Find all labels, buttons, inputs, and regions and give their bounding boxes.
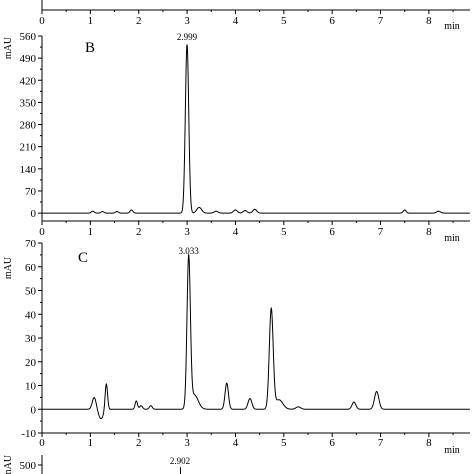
y-axis-label: mAU bbox=[3, 36, 14, 59]
x-unit-label: min bbox=[444, 445, 460, 456]
y-tick-label: 10 bbox=[25, 381, 37, 393]
x-tick-label: 7 bbox=[378, 15, 384, 27]
y-tick-label: 140 bbox=[20, 164, 37, 176]
y-tick-label: 0 bbox=[31, 208, 37, 220]
panel-d: 500 mAU 2.902 bbox=[3, 454, 190, 474]
panel-b: 0 70 140 210 280 350 420 490 560 0 1 2 3 4 5 6 7 8 min mAU B… bbox=[3, 31, 470, 244]
x-tick-label: 6 bbox=[329, 15, 335, 27]
y-tick-label: 40 bbox=[25, 309, 37, 321]
x-tick-label: 3 bbox=[184, 15, 190, 27]
x-tick-label: 4 bbox=[233, 15, 239, 27]
peak-label: 2.999 bbox=[177, 32, 198, 42]
y-tick-label: 30 bbox=[25, 333, 37, 345]
y-axis-label: mAU bbox=[3, 454, 14, 474]
y-tick-label: 560 bbox=[20, 31, 37, 43]
x-tick-label: 1 bbox=[88, 226, 94, 238]
panel-a: 0 1 2 3 4 5 6 7 8 min bbox=[39, 0, 470, 32]
chromatogram-trace bbox=[42, 44, 470, 214]
x-tick-label: 2 bbox=[136, 226, 142, 238]
y-tick-label: 70 bbox=[25, 186, 37, 198]
y-tick-label: 350 bbox=[20, 97, 37, 109]
y-tick-label: -10 bbox=[21, 428, 36, 440]
x-tick-label: 8 bbox=[426, 226, 432, 238]
x-tick-label: 5 bbox=[281, 15, 287, 27]
x-tick-label: 8 bbox=[426, 437, 432, 449]
x-tick-label: 0 bbox=[39, 437, 45, 449]
x-tick-label: 3 bbox=[184, 226, 190, 238]
x-tick-label: 0 bbox=[39, 226, 45, 238]
y-tick-label: 420 bbox=[20, 75, 37, 87]
peak-label: 2.902 bbox=[170, 456, 190, 466]
x-tick-label: 1 bbox=[88, 437, 94, 449]
y-tick-label: 490 bbox=[20, 53, 37, 65]
x-tick-label: 7 bbox=[378, 437, 384, 449]
x-tick-label: 6 bbox=[329, 437, 335, 449]
x-unit-label: min bbox=[444, 21, 460, 32]
x-tick-label: 6 bbox=[329, 226, 335, 238]
y-axis-label: mAU bbox=[3, 256, 14, 279]
y-tick-label: 210 bbox=[20, 142, 37, 154]
y-tick-label: 20 bbox=[25, 357, 37, 369]
x-tick-label: 5 bbox=[281, 226, 287, 238]
x-tick-label: 2 bbox=[136, 15, 142, 27]
y-tick-label: 70 bbox=[25, 238, 37, 250]
x-tick-label: 8 bbox=[426, 15, 432, 27]
x-tick-label: 4 bbox=[233, 437, 239, 449]
panel-label: C bbox=[78, 250, 88, 266]
y-tick-label: 0 bbox=[31, 404, 37, 416]
peak-label: 3.033 bbox=[179, 246, 200, 256]
y-tick-label: 50 bbox=[25, 286, 37, 298]
x-tick-label: 5 bbox=[281, 437, 287, 449]
x-tick-label: 4 bbox=[233, 226, 239, 238]
y-tick-label: 280 bbox=[20, 120, 37, 132]
x-tick-label: 0 bbox=[39, 15, 45, 27]
x-tick-label: 3 bbox=[184, 437, 190, 449]
panel-label: B bbox=[85, 40, 95, 56]
x-tick-label: 1 bbox=[88, 15, 94, 27]
y-tick-label: 60 bbox=[25, 262, 37, 274]
x-tick-label: 2 bbox=[136, 437, 142, 449]
x-tick-label: 7 bbox=[378, 226, 384, 238]
y-tick-label: 500 bbox=[20, 460, 37, 472]
chromatogram-trace bbox=[42, 254, 470, 420]
x-unit-label: min bbox=[444, 233, 460, 244]
